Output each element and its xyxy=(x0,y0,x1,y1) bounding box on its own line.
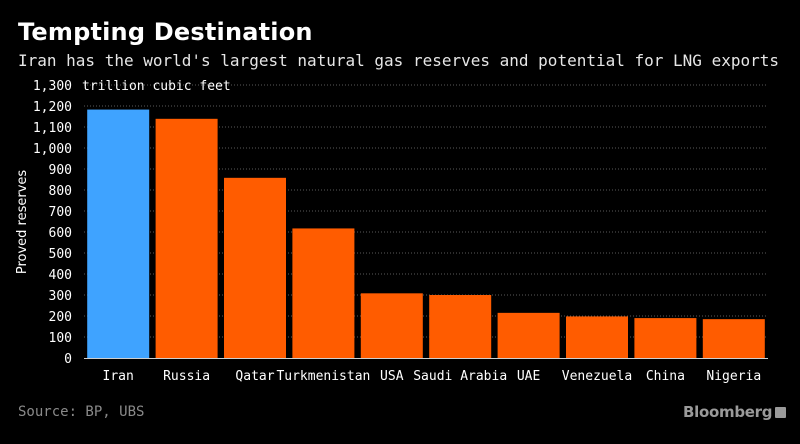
bar xyxy=(87,109,150,358)
y-tick-label: 400 xyxy=(49,268,72,283)
y-tick-label: 300 xyxy=(49,289,72,304)
x-tick-label: Russia xyxy=(163,369,210,384)
y-tick-label: 1,300 xyxy=(33,79,72,94)
unit-label: trillion cubic feet xyxy=(82,79,231,94)
y-tick-label: 1,000 xyxy=(33,142,72,157)
y-tick-label: 0 xyxy=(64,352,72,367)
bar xyxy=(497,312,560,358)
source-note: Source: BP, UBS xyxy=(18,404,145,420)
x-tick-label: China xyxy=(646,369,685,384)
x-tick-label: USA xyxy=(380,369,404,384)
x-tick-label: Venezuela xyxy=(562,369,632,384)
bar xyxy=(429,295,492,358)
x-tick-label: Turkmenistan xyxy=(276,369,370,384)
y-tick-label: 800 xyxy=(49,184,72,199)
x-tick-label: Nigeria xyxy=(706,369,761,384)
y-tick-label: 700 xyxy=(49,205,72,220)
bloomberg-chart-icon xyxy=(775,407,787,418)
y-tick-label: 1,200 xyxy=(33,100,72,115)
y-tick-label: 100 xyxy=(49,331,72,346)
y-tick-label: 600 xyxy=(49,226,72,241)
bar xyxy=(566,316,628,358)
y-axis-title: Proved reserves xyxy=(15,170,30,275)
bar xyxy=(360,293,423,358)
bar xyxy=(155,118,218,358)
y-tick-label: 200 xyxy=(49,310,72,325)
x-tick-label: Saudi Arabia xyxy=(413,369,507,384)
chart-subtitle: Iran has the world's largest natural gas… xyxy=(18,51,779,70)
y-tick-label: 500 xyxy=(49,247,72,262)
brand-logo: Bloomberg xyxy=(683,403,787,421)
bar xyxy=(292,228,355,358)
y-tick-label: 900 xyxy=(49,163,72,178)
bar xyxy=(634,318,697,358)
bar xyxy=(224,177,286,358)
brand-name: Bloomberg xyxy=(683,403,773,421)
x-tick-label: UAE xyxy=(517,369,540,384)
bar xyxy=(702,319,765,358)
chart-title: Tempting Destination xyxy=(18,18,313,46)
x-tick-label: Qatar xyxy=(235,369,274,384)
x-tick-label: Iran xyxy=(103,369,134,384)
y-tick-label: 1,100 xyxy=(33,121,72,136)
